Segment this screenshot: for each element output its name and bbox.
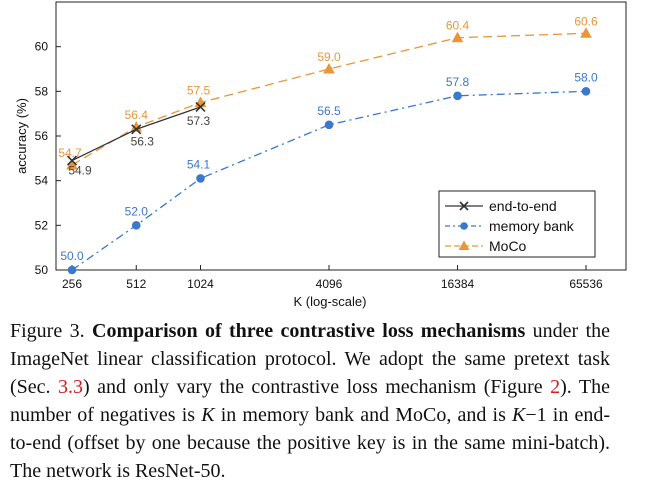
series-memory-bank: [67, 87, 591, 275]
legend: end-to-end memory bank MoCo: [438, 190, 596, 258]
data-point: [580, 27, 592, 38]
caption-text-5: −1 in end-to-end (offset by one because …: [10, 404, 611, 482]
series-group: [66, 27, 592, 275]
data-point: [324, 120, 334, 130]
data-point: [67, 265, 77, 275]
y-tick-label: 52: [35, 218, 49, 232]
data-label: 56.4: [125, 108, 149, 122]
data-labels: 54.9 56.3 57.3 50.0 52.0 54.1 56.5 57.8 58.0 54.7…: [58, 14, 598, 263]
section-reference-link[interactable]: 3.3: [58, 376, 84, 398]
figure-reference-link[interactable]: 2: [550, 376, 561, 398]
y-tick-label: 56: [35, 129, 49, 143]
data-point: [458, 240, 470, 250]
legend-entry-label: end-to-end: [489, 198, 557, 214]
y-tick-label: 54: [35, 174, 49, 188]
data-label: 54.7: [58, 146, 82, 160]
x-tick-label: 1024: [187, 277, 214, 291]
line-chart: 50 52 54 56 58 60 256 512 1024 4096 16384 65536 K (l…: [14, 1, 627, 309]
data-point: [323, 62, 335, 74]
legend-entry-label: MoCo: [489, 238, 527, 254]
data-point: [131, 221, 141, 230]
data-label: 56.3: [131, 134, 155, 148]
caption-text-4: in memory bank and MoCo, and is: [214, 404, 512, 426]
x-tick-label: 256: [62, 277, 82, 291]
caption-text-2: ) and only vary the contrastive loss mec…: [83, 376, 551, 398]
y-tick-label: 50: [35, 263, 49, 277]
caption-bold-title: Comparison of three contrastive loss mec…: [92, 320, 526, 342]
y-axis-label: accuracy (%): [14, 98, 29, 174]
data-label: 58.0: [574, 70, 598, 84]
data-label: 60.4: [446, 19, 470, 33]
data-point: [195, 101, 206, 113]
axes: 50 52 54 56 58 60 256 512 1024 4096 16384 65536 K (l…: [14, 1, 627, 309]
data-label: 59.0: [317, 50, 341, 64]
series-line: [71, 90, 587, 271]
y-tick-label: 60: [35, 40, 49, 54]
series-end-to-end: [66, 101, 206, 166]
x-tick-label: 512: [126, 277, 146, 291]
data-label: 57.8: [446, 75, 470, 89]
data-label: 54.9: [68, 164, 92, 178]
x-tick-label: 4096: [316, 277, 343, 291]
figure-caption: Figure 3. Comparison of three contrastiv…: [10, 317, 610, 485]
data-label: 57.3: [187, 114, 211, 128]
data-label: 54.1: [187, 157, 211, 171]
data-point: [196, 174, 205, 183]
data-point: [453, 91, 462, 101]
data-label: 50.0: [60, 249, 84, 263]
data-point: [66, 159, 78, 170]
caption-var-k: K: [512, 404, 526, 426]
caption-text-1: under the ImageNet linear classification…: [10, 320, 611, 398]
caption-text-3: ). The number of negatives is: [10, 376, 610, 426]
caption-prefix: Figure 3.: [10, 320, 93, 342]
data-point: [66, 155, 78, 166]
data-point: [459, 201, 469, 211]
data-point: [581, 87, 591, 96]
data-label: 60.6: [574, 14, 598, 28]
data-label: 57.5: [187, 84, 211, 98]
x-tick-label: 16384: [441, 277, 475, 291]
data-point: [131, 124, 142, 135]
x-tick-label: 65536: [569, 277, 603, 291]
series-line: [71, 32, 587, 166]
caption-var-k: K: [201, 404, 215, 426]
x-axis-label: K (log-scale): [294, 294, 367, 309]
y-tick-label: 58: [35, 84, 49, 98]
data-point: [451, 31, 464, 43]
data-label: 56.5: [317, 104, 341, 118]
data-label: 52.0: [125, 204, 149, 218]
data-point: [460, 222, 468, 230]
legend-entry-label: memory bank: [489, 218, 575, 234]
